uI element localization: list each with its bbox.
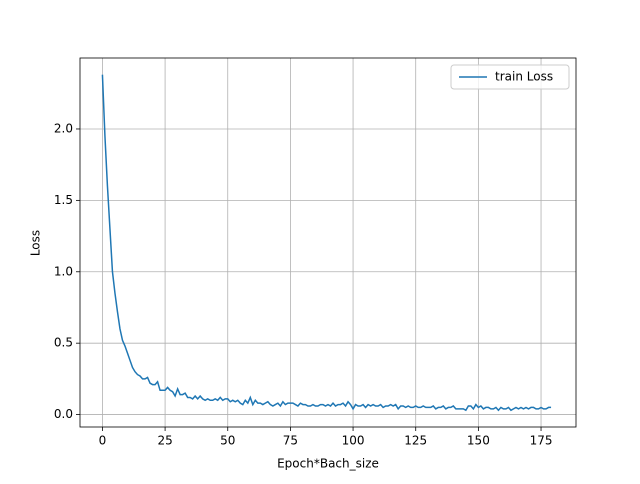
x-tick-label: 100 (342, 434, 365, 448)
legend-label: train Loss (495, 70, 553, 84)
legend-box (450, 64, 570, 90)
line-series (101, 74, 552, 412)
y-tick-label: 1.5 (54, 193, 73, 207)
y-tick-label: 1.0 (54, 264, 73, 278)
y-tick-label: 0.0 (54, 407, 73, 421)
y-axis-label: Loss (29, 230, 43, 256)
plot-frame (79, 57, 577, 428)
x-tick-label: 50 (220, 434, 235, 448)
x-tick-label: 150 (467, 434, 490, 448)
y-tick-label: 2.0 (54, 121, 73, 135)
x-tick-label: 125 (404, 434, 427, 448)
x-tick-label: 25 (157, 434, 172, 448)
x-tick-label: 75 (283, 434, 298, 448)
x-tick-label: 175 (530, 434, 553, 448)
y-tick-label: 0.5 (54, 336, 73, 350)
x-tick-label: 0 (99, 434, 107, 448)
x-axis-label: Epoch*Bach_size (277, 457, 379, 471)
